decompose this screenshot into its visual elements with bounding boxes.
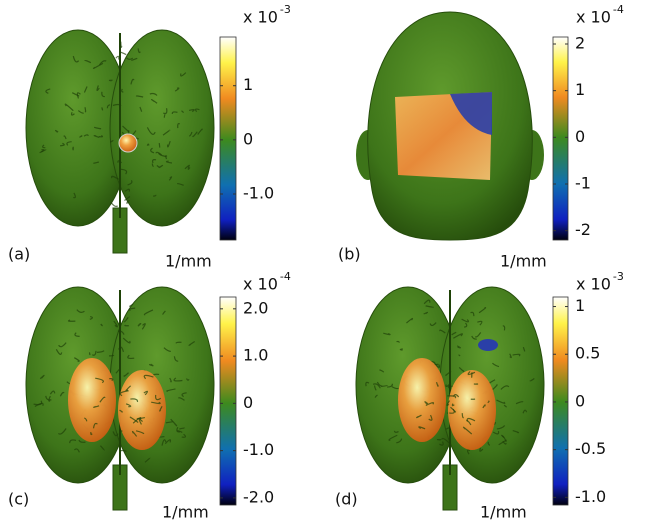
- panel: [356, 287, 544, 510]
- gyrus-line: [111, 202, 118, 206]
- activation: [68, 358, 116, 442]
- colorbar-tick-label: 0: [575, 391, 585, 410]
- panel: [26, 287, 214, 510]
- colorbar-tick-label: -1.0: [243, 440, 274, 459]
- colorbar-tick-label: 2.0: [243, 298, 268, 317]
- scale-exponent: -3: [280, 3, 291, 16]
- gyrus-line: [85, 107, 86, 112]
- gyrus-line: [116, 56, 119, 59]
- gyrus-line: [121, 42, 122, 48]
- scale-multiplier: x 10: [243, 8, 278, 27]
- unit-label: 1/mm: [500, 252, 547, 271]
- colorbar-tick-label: -1.0: [243, 183, 274, 202]
- colorbar: [553, 297, 568, 505]
- activation: [118, 370, 166, 450]
- colorbar-tick-label: -0.5: [575, 439, 606, 458]
- colorbar-tick-label: 1: [575, 80, 585, 99]
- colorbar-tick-label: -1.0: [575, 487, 606, 506]
- colorbar-tick-label: 0: [243, 393, 253, 412]
- activation: [398, 358, 446, 442]
- colorbar-tick-label: 0: [575, 127, 585, 146]
- scale-exponent: -4: [613, 3, 624, 16]
- colorbar: [220, 297, 236, 505]
- unit-label: 1/mm: [165, 252, 212, 271]
- scale-multiplier: x 10: [243, 275, 278, 294]
- panel: [356, 12, 544, 240]
- colorbar-tick-label: -2: [575, 220, 591, 239]
- colorbar-tick-label: 0.5: [575, 344, 600, 363]
- panel-label: (d): [335, 490, 358, 509]
- colorbar-tick-label: 1: [575, 296, 585, 315]
- colorbar-tick-label: -2.0: [243, 487, 274, 506]
- scale-exponent: -3: [613, 270, 624, 283]
- colorbar-tick-label: 0: [243, 129, 253, 148]
- colorbar-tick-label: 1: [243, 75, 253, 94]
- gyrus-line: [120, 52, 126, 54]
- scale-multiplier: x 10: [576, 275, 611, 294]
- panel-label: (b): [338, 245, 361, 264]
- colorbar-tick-label: 1.0: [243, 346, 268, 365]
- gyrus-line: [102, 108, 103, 111]
- colorbar: [220, 37, 236, 240]
- unit-label: 1/mm: [162, 503, 209, 522]
- gyrus-line: [400, 349, 403, 350]
- colorbar: [553, 37, 568, 240]
- activation: [448, 370, 496, 450]
- negative-region: [478, 339, 498, 351]
- colorbar-tick-label: 2: [575, 34, 585, 53]
- scale-multiplier: x 10: [576, 8, 611, 27]
- panel-label: (a): [8, 245, 30, 264]
- unit-label: 1/mm: [480, 503, 527, 522]
- right-hemisphere: [110, 30, 214, 226]
- source-spot: [119, 134, 137, 152]
- figure: 10-1.0x 10-3(a)1/mm210-1-2x 10-4(b)1/mm2…: [0, 0, 649, 523]
- panel-label: (c): [8, 490, 29, 509]
- panel: [26, 30, 214, 253]
- colorbar-tick-label: -1: [575, 174, 591, 193]
- scale-exponent: -4: [280, 270, 291, 283]
